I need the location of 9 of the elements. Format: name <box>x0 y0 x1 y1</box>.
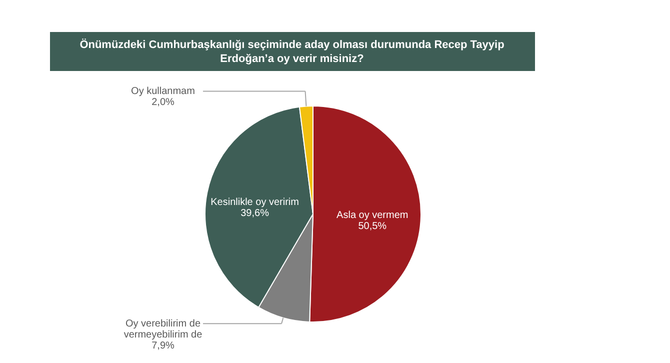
data-label: 39,6% <box>240 208 270 220</box>
chart-title: Önümüzdeki Cumhurbaşkanlığı seçiminde aday olması durumunda Recep Tayyip Erdoğan’a oy verir misiniz? <box>80 38 505 65</box>
data-label: 50,5% <box>358 220 387 232</box>
data-label: 7,9% <box>152 340 175 352</box>
slice-label: Oy verebilirim de vermeyebilirim de <box>124 318 203 341</box>
slice-label: Oy kullanmam <box>131 86 195 98</box>
slice-label: Kesinlikle oy veririm <box>210 197 299 208</box>
data-label: 2,0% <box>152 97 175 108</box>
slice-label: Asla oy vermem <box>336 210 408 221</box>
